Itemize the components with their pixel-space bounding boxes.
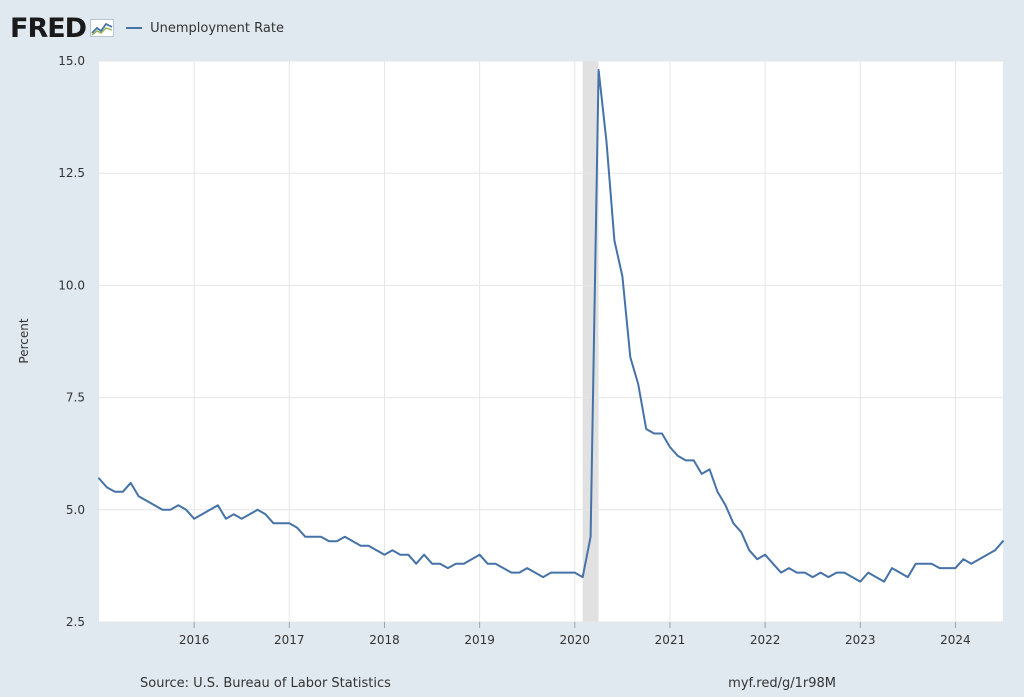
chart-header: FRED Unemployment Rate bbox=[10, 10, 284, 46]
plot-area bbox=[99, 61, 1003, 622]
x-tick-label: 2019 bbox=[464, 633, 495, 647]
y-tick-label: 5.0 bbox=[66, 503, 85, 517]
x-tick-label: 2022 bbox=[750, 633, 781, 647]
y-tick-label: 12.5 bbox=[58, 166, 85, 180]
recession-shading bbox=[582, 61, 599, 622]
x-axis-ticks: 2016 2017 2018 2019 2020 2021 2022 2023 2024 bbox=[179, 622, 971, 647]
recession-shading-layer bbox=[582, 61, 599, 622]
source-note: Source: U.S. Bureau of Labor Statistics bbox=[140, 676, 391, 691]
y-tick-label: 10.0 bbox=[58, 278, 85, 292]
x-tick-label: 2016 bbox=[179, 633, 210, 647]
series-line-unemployment-rate[interactable] bbox=[98, 69, 1004, 583]
legend-swatch-unemployment-rate bbox=[126, 27, 143, 29]
y-tick-label: 7.5 bbox=[66, 391, 85, 405]
series-layer bbox=[98, 69, 1004, 583]
chart-legend[interactable]: Unemployment Rate bbox=[126, 21, 284, 36]
x-tick-label: 2018 bbox=[369, 633, 400, 647]
fred-line-chart-logo-icon bbox=[90, 19, 115, 37]
y-tick-label: 2.5 bbox=[66, 615, 85, 629]
x-tick-label: 2023 bbox=[845, 633, 876, 647]
y-axis-ticks: 2.5 5.0 7.5 10.0 12.5 15.0 bbox=[58, 54, 85, 629]
x-tick-label: 2017 bbox=[274, 633, 305, 647]
x-tick-label: 2020 bbox=[560, 633, 591, 647]
short-url-link[interactable]: myf.red/g/1r98M bbox=[728, 676, 836, 691]
fred-logo[interactable]: FRED bbox=[10, 12, 115, 44]
gridlines bbox=[99, 60, 1003, 623]
y-axis-label: Percent bbox=[17, 318, 31, 363]
fred-logo-text: FRED bbox=[10, 12, 87, 44]
x-tick-label: 2024 bbox=[940, 633, 971, 647]
y-tick-label: 15.0 bbox=[58, 54, 85, 68]
legend-label-unemployment-rate: Unemployment Rate bbox=[150, 20, 284, 36]
x-tick-label: 2021 bbox=[655, 633, 686, 647]
